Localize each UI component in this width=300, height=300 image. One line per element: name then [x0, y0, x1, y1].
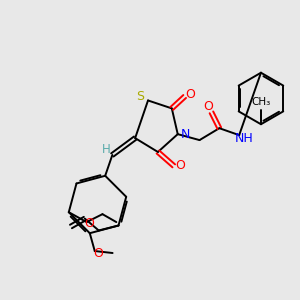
Text: CH₃: CH₃ — [251, 98, 271, 107]
Text: O: O — [175, 159, 185, 172]
Text: S: S — [136, 90, 144, 103]
Text: N: N — [181, 128, 190, 141]
Text: O: O — [203, 100, 213, 113]
Text: O: O — [85, 217, 94, 230]
Text: H: H — [102, 142, 111, 155]
Text: O: O — [186, 88, 196, 101]
Text: NH: NH — [235, 132, 254, 145]
Text: O: O — [93, 247, 103, 260]
